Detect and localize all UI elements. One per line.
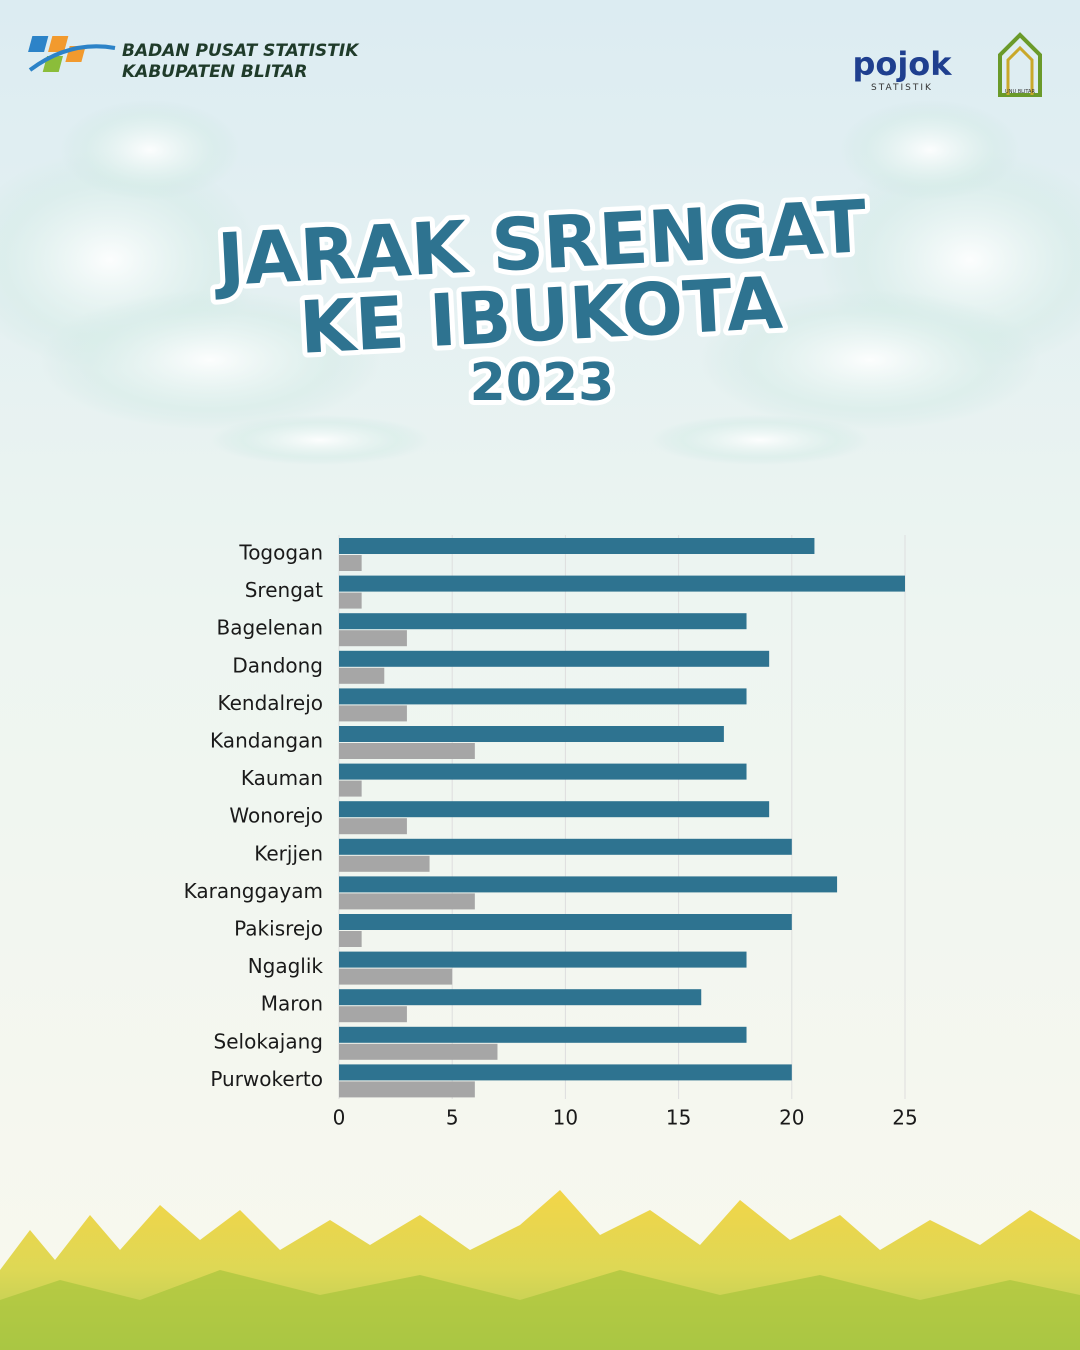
bar	[339, 818, 407, 835]
bar	[339, 1064, 792, 1081]
pojok-logo: pojok	[852, 45, 952, 83]
bar	[339, 630, 407, 647]
bar	[339, 914, 792, 930]
category-label: Purwokerto	[210, 1067, 323, 1091]
category-label: Srengat	[245, 578, 323, 602]
bar	[339, 1006, 407, 1023]
clouds	[0, 100, 1080, 465]
x-tick-label: 0	[333, 1106, 346, 1130]
category-label: Kandangan	[210, 729, 323, 753]
bar	[339, 968, 453, 985]
org-name: BADAN PUSAT STATISTIK	[122, 41, 360, 61]
bar	[339, 763, 747, 780]
unu-label: UNU BLITAR	[1005, 89, 1035, 95]
category-label: Bagelenan	[217, 616, 323, 640]
category-label: Wonorejo	[229, 804, 323, 828]
bar	[339, 538, 815, 554]
bar	[339, 650, 770, 667]
bar	[339, 705, 407, 722]
category-label: Selokajang	[214, 1029, 323, 1053]
category-label: Togogan	[238, 541, 323, 565]
bar	[339, 931, 362, 947]
x-tick-label: 25	[892, 1106, 917, 1130]
category-label: Pakisrejo	[234, 917, 323, 941]
bar	[339, 667, 385, 684]
bar	[339, 743, 475, 759]
x-tick-label: 10	[553, 1106, 578, 1130]
category-label: Dandong	[232, 653, 323, 677]
bps-logo	[28, 36, 116, 72]
bar	[339, 855, 430, 872]
bar	[339, 951, 747, 968]
category-label: Karanggayam	[184, 879, 323, 903]
bar	[339, 780, 362, 797]
x-tick-label: 20	[779, 1106, 804, 1130]
category-label: Kerjjen	[254, 841, 323, 865]
unu-logo	[998, 32, 1042, 97]
bar	[339, 893, 475, 910]
bar	[339, 592, 362, 609]
plot: 0 5 10 15 20 25 Togogan Srengat Bagelenan Dandong…	[184, 535, 918, 1130]
title-year: 2023	[470, 353, 615, 413]
bar	[339, 989, 702, 1006]
bar	[339, 688, 747, 705]
bar	[339, 613, 747, 630]
bar	[339, 726, 724, 742]
pojok-sub: STATISTIK	[871, 83, 933, 93]
bar	[339, 1043, 498, 1060]
x-tick-label: 15	[666, 1106, 691, 1130]
bar	[339, 876, 838, 893]
bar	[339, 575, 905, 592]
grass	[0, 1190, 1080, 1350]
bar	[339, 1026, 747, 1043]
bar	[339, 801, 770, 818]
org-region: KABUPATEN BLITAR	[122, 62, 308, 82]
bar	[339, 555, 362, 571]
category-label: Ngaglik	[248, 954, 324, 978]
category-label: Maron	[261, 992, 323, 1016]
category-label: Kendalrejo	[218, 691, 324, 715]
category-label: Kauman	[241, 766, 323, 790]
bar	[339, 1081, 475, 1098]
bar	[339, 838, 792, 855]
x-tick-label: 5	[446, 1106, 459, 1130]
